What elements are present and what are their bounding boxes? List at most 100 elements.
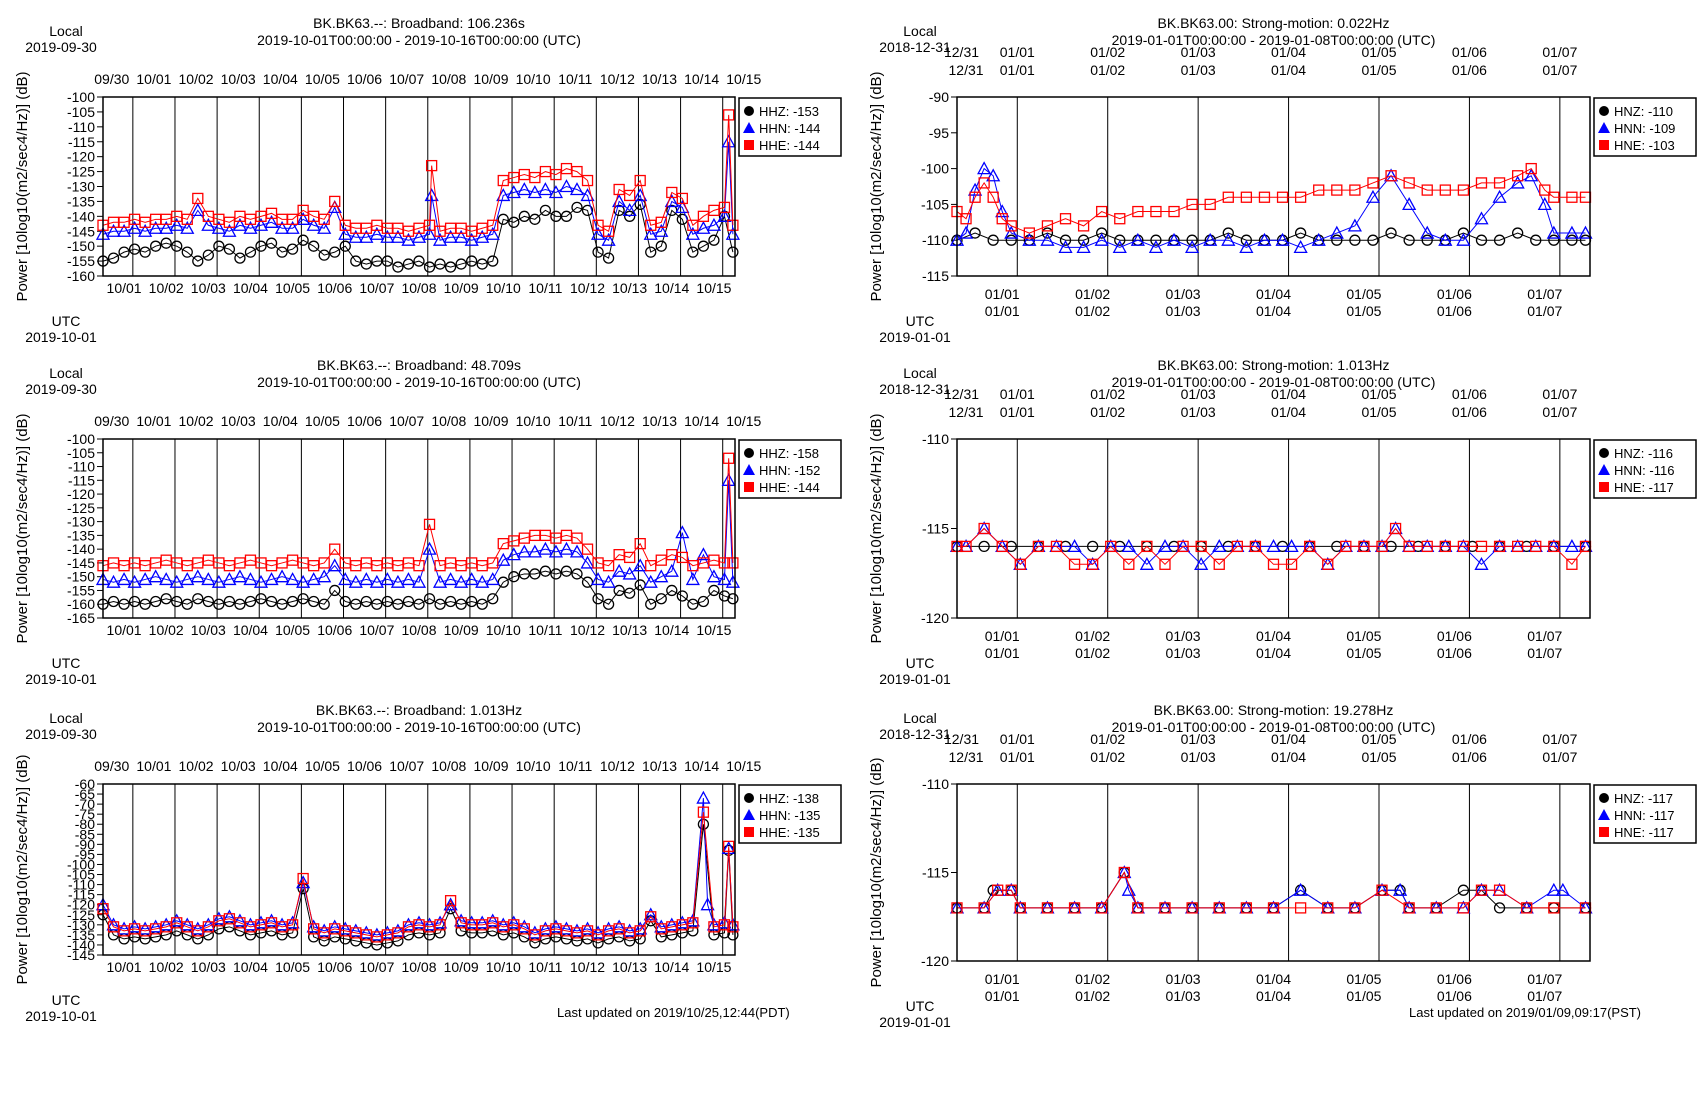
bottom-tick-label: 10/07	[359, 622, 394, 638]
top-tick-label: 10/06	[347, 758, 382, 774]
y-tick-label: -105	[67, 867, 95, 883]
data-point-triangle	[369, 927, 384, 941]
bottom-tick-label: 01/01	[985, 971, 1020, 987]
data-point-triangle	[159, 917, 174, 931]
chart-subtitle: 2019-10-01T00:00:00 - 2019-10-16T00:00:0…	[257, 32, 581, 48]
data-point-triangle	[1022, 232, 1037, 246]
utc-start-date: 2019-10-01	[25, 329, 97, 345]
data-point-square	[613, 183, 625, 196]
data-point-circle	[497, 213, 509, 225]
y-axis-label: Power [10log10(m2/sec4/Hz)] (dB)	[868, 71, 885, 301]
data-point-triangle	[496, 917, 511, 931]
data-point-circle	[339, 595, 351, 608]
data-point-square	[192, 192, 204, 205]
top-tick-label: 01/06	[1452, 62, 1487, 78]
y-tick-label: -105	[67, 104, 95, 120]
y-tick-label: -105	[921, 196, 949, 212]
y-tick-label: -65	[75, 786, 95, 802]
data-point-triangle	[390, 923, 406, 937]
data-point-circle	[192, 255, 204, 267]
data-point-square	[1566, 558, 1578, 570]
data-point-circle	[508, 216, 520, 228]
bottom-tick-label-2: 01/05	[1346, 303, 1381, 319]
y-axis-label: Power [10log10(m2/sec4/Hz)] (dB)	[868, 413, 885, 643]
data-point-circle	[402, 258, 415, 270]
data-point-triangle	[506, 185, 521, 199]
data-point-triangle	[685, 226, 700, 240]
data-point-circle	[234, 252, 246, 264]
data-point-triangle	[180, 220, 195, 234]
data-point-square	[1213, 902, 1225, 914]
data-point-square	[676, 551, 688, 564]
legend-entry: HHE: -144	[759, 138, 820, 153]
bottom-tick-label: 10/08	[401, 280, 436, 296]
utc-start-date: 2019-01-01	[879, 1014, 951, 1030]
data-point-square	[1385, 170, 1397, 182]
data-point-triangle	[1275, 232, 1290, 246]
bottom-tick-label: 10/01	[107, 280, 142, 296]
data-point-circle	[466, 255, 478, 267]
bottom-tick-label: 01/02	[1075, 286, 1110, 302]
bottom-tick-label: 01/07	[1527, 286, 1562, 302]
data-point-triangle	[675, 525, 690, 539]
data-point-triangle	[454, 229, 469, 243]
data-point-triangle	[243, 572, 258, 586]
data-point-triangle	[601, 921, 616, 935]
data-point-triangle	[622, 203, 637, 217]
data-point-triangle	[359, 572, 374, 586]
data-point-square	[434, 919, 446, 931]
legend-entry: HNE: -117	[1614, 480, 1674, 495]
data-point-triangle	[432, 574, 448, 588]
top-tick-label: 10/12	[600, 413, 635, 429]
data-point-triangle	[643, 226, 658, 240]
data-point-circle	[1512, 227, 1524, 239]
data-point-circle	[1367, 234, 1379, 246]
data-point-square	[1014, 558, 1026, 570]
data-point-square	[286, 919, 299, 931]
y-tick-label: -140	[67, 208, 95, 224]
data-point-circle	[697, 240, 710, 252]
data-point-square	[960, 213, 972, 225]
data-point-circle	[118, 598, 130, 610]
data-point-triangle	[401, 232, 416, 246]
data-point-circle	[444, 595, 457, 608]
data-point-triangle	[685, 913, 700, 927]
y-axis-label: Power [10log10(m2/sec4/Hz)] (dB)	[14, 71, 31, 301]
bottom-tick-label: 01/06	[1437, 971, 1472, 987]
bottom-tick-label: 10/02	[149, 959, 184, 975]
data-point-triangle	[506, 547, 521, 561]
data-point-square	[1096, 902, 1108, 914]
top-tick-label: 10/11	[558, 71, 592, 87]
data-point-square	[996, 540, 1008, 553]
y-tick-label: -130	[67, 514, 95, 530]
top-tick-label-upper: 01/07	[1542, 44, 1577, 60]
data-point-square	[1493, 177, 1506, 189]
data-point-triangle	[232, 569, 248, 583]
data-point-square	[1294, 902, 1307, 914]
data-point-square	[1213, 558, 1225, 570]
series-line-circle	[102, 203, 734, 268]
y-tick-label: -80	[75, 816, 95, 832]
data-point-triangle	[424, 188, 439, 202]
data-point-square	[1285, 558, 1298, 570]
bottom-tick-label: 10/11	[528, 959, 562, 975]
data-point-square	[992, 884, 1004, 896]
top-tick-label-upper: 12/31	[944, 44, 979, 60]
data-point-triangle	[601, 574, 616, 588]
top-tick-label-upper: 01/01	[1000, 44, 1035, 60]
data-point-triangle	[464, 572, 479, 586]
legend-entry: HNN: -109	[1614, 121, 1675, 136]
data-point-triangle	[1555, 882, 1570, 896]
utc-label: UTC	[52, 992, 81, 1008]
bottom-tick-label-2: 01/01	[985, 645, 1020, 661]
y-tick-label: -95	[929, 125, 949, 141]
data-point-triangle	[485, 572, 500, 586]
data-point-circle	[1005, 234, 1017, 246]
data-point-triangle	[1524, 168, 1539, 182]
data-point-square	[423, 518, 436, 531]
bottom-tick-label: 01/03	[1166, 628, 1201, 644]
data-point-triangle	[517, 544, 532, 558]
data-point-square	[529, 171, 541, 184]
data-point-circle	[297, 234, 309, 246]
data-point-circle	[1222, 227, 1234, 239]
